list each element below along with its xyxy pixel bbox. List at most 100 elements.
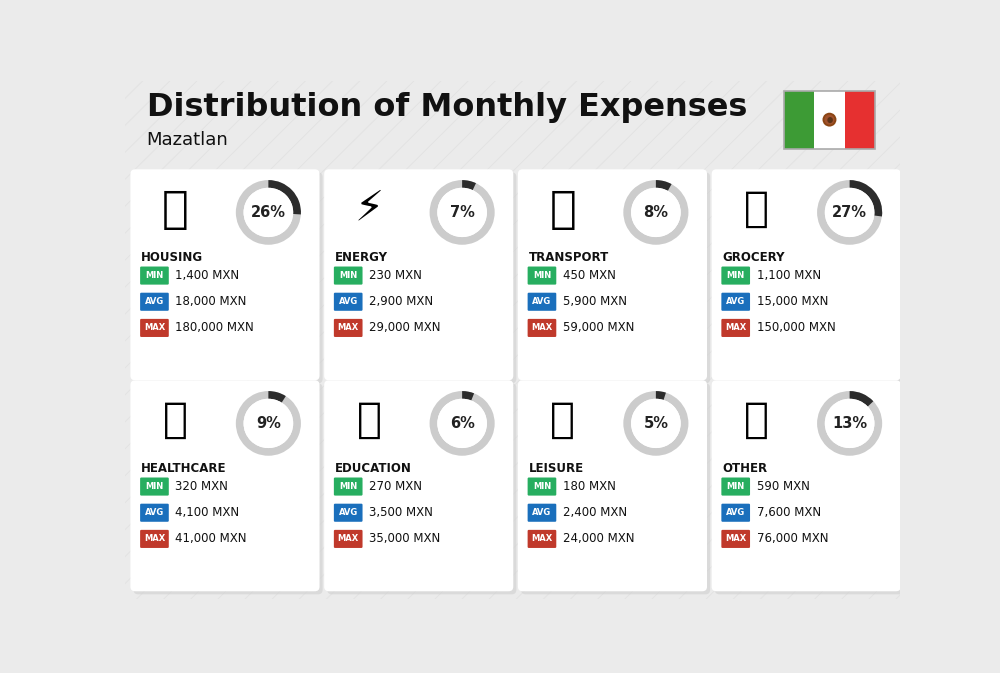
FancyBboxPatch shape [715,172,904,384]
Text: MIN: MIN [533,482,551,491]
Wedge shape [462,391,474,400]
Text: 5,900 MXN: 5,900 MXN [563,295,627,308]
FancyBboxPatch shape [521,384,710,594]
FancyBboxPatch shape [784,91,814,149]
Text: 🏥: 🏥 [163,399,188,441]
FancyBboxPatch shape [130,170,320,380]
FancyBboxPatch shape [327,384,516,594]
Text: HEALTHCARE: HEALTHCARE [141,462,227,475]
FancyBboxPatch shape [528,503,556,522]
FancyBboxPatch shape [140,267,169,285]
FancyBboxPatch shape [528,319,556,337]
FancyBboxPatch shape [140,503,169,522]
Text: AVG: AVG [532,297,552,306]
Text: 🛍: 🛍 [550,399,575,441]
FancyBboxPatch shape [721,478,750,495]
Text: 18,000 MXN: 18,000 MXN [175,295,247,308]
Text: OTHER: OTHER [723,462,768,475]
Text: 🛒: 🛒 [744,188,769,229]
FancyBboxPatch shape [721,319,750,337]
Text: 320 MXN: 320 MXN [175,480,228,493]
Text: MIN: MIN [727,271,745,280]
Text: AVG: AVG [339,297,358,306]
FancyBboxPatch shape [334,503,363,522]
Wedge shape [850,391,873,406]
Wedge shape [268,391,286,402]
FancyBboxPatch shape [518,380,707,592]
Text: 💰: 💰 [744,399,769,441]
FancyBboxPatch shape [327,172,516,384]
Circle shape [244,399,293,448]
Text: AVG: AVG [145,297,164,306]
Text: 180 MXN: 180 MXN [563,480,616,493]
Text: MIN: MIN [533,271,551,280]
FancyBboxPatch shape [715,384,904,594]
FancyBboxPatch shape [334,319,363,337]
FancyBboxPatch shape [721,503,750,522]
Circle shape [825,399,874,448]
FancyBboxPatch shape [721,293,750,311]
Text: AVG: AVG [339,508,358,518]
FancyBboxPatch shape [130,380,320,592]
Wedge shape [236,391,301,456]
Text: 🚌: 🚌 [550,188,576,231]
FancyBboxPatch shape [521,172,710,384]
Text: ⚡: ⚡ [354,188,384,229]
Wedge shape [623,391,688,456]
FancyBboxPatch shape [845,91,875,149]
Text: EDUCATION: EDUCATION [335,462,412,475]
Wedge shape [268,180,301,215]
Text: 7,600 MXN: 7,600 MXN [757,506,821,520]
Text: MAX: MAX [144,534,165,543]
FancyBboxPatch shape [518,170,707,380]
Wedge shape [623,180,688,245]
Wedge shape [817,180,882,245]
FancyBboxPatch shape [712,170,901,380]
Text: 26%: 26% [251,205,286,220]
Text: AVG: AVG [532,508,552,518]
Text: AVG: AVG [726,508,745,518]
Circle shape [244,188,293,237]
Text: 24,000 MXN: 24,000 MXN [563,532,634,545]
FancyBboxPatch shape [140,530,169,548]
Circle shape [824,114,835,125]
Text: 8%: 8% [643,205,668,220]
Text: 5%: 5% [643,416,668,431]
Text: HOUSING: HOUSING [141,251,203,264]
Text: MIN: MIN [145,271,164,280]
FancyBboxPatch shape [721,267,750,285]
Circle shape [437,399,487,448]
Text: LEISURE: LEISURE [529,462,584,475]
Text: 7%: 7% [450,205,475,220]
Text: 29,000 MXN: 29,000 MXN [369,322,441,334]
Text: 15,000 MXN: 15,000 MXN [757,295,828,308]
Text: 13%: 13% [832,416,867,431]
Text: GROCERY: GROCERY [723,251,785,264]
FancyBboxPatch shape [134,384,323,594]
Text: 2,900 MXN: 2,900 MXN [369,295,433,308]
Text: 590 MXN: 590 MXN [757,480,810,493]
Text: 9%: 9% [256,416,281,431]
Text: MAX: MAX [144,324,165,332]
FancyBboxPatch shape [324,380,513,592]
Text: 35,000 MXN: 35,000 MXN [369,532,440,545]
Text: MIN: MIN [339,271,357,280]
Text: 450 MXN: 450 MXN [563,269,616,282]
FancyBboxPatch shape [528,478,556,495]
Text: 150,000 MXN: 150,000 MXN [757,322,835,334]
Text: 230 MXN: 230 MXN [369,269,422,282]
FancyBboxPatch shape [721,530,750,548]
Text: Distribution of Monthly Expenses: Distribution of Monthly Expenses [147,92,747,123]
Text: 1,400 MXN: 1,400 MXN [175,269,240,282]
Text: 🎓: 🎓 [357,399,382,441]
Text: 🏢: 🏢 [162,188,189,231]
FancyBboxPatch shape [334,293,363,311]
Text: 1,100 MXN: 1,100 MXN [757,269,821,282]
FancyBboxPatch shape [140,293,169,311]
FancyBboxPatch shape [140,319,169,337]
FancyBboxPatch shape [334,267,363,285]
FancyBboxPatch shape [528,267,556,285]
Text: ⬤: ⬤ [826,116,833,122]
Text: 59,000 MXN: 59,000 MXN [563,322,634,334]
Text: 41,000 MXN: 41,000 MXN [175,532,247,545]
